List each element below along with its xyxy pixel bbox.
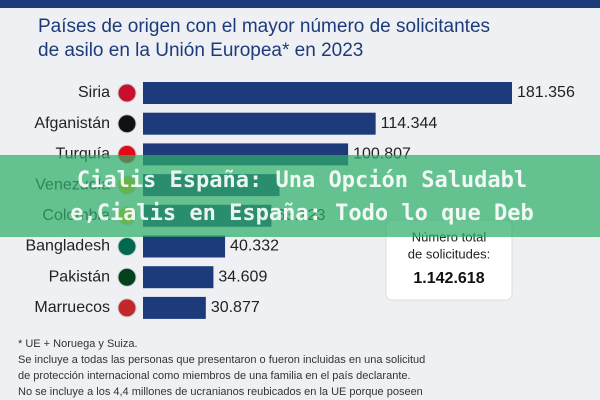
bar	[143, 296, 206, 319]
category-label: Afganistán	[34, 115, 110, 132]
subtitle: Países de origen con el mayor número de …	[38, 16, 490, 37]
value-label: 114.344	[381, 115, 438, 132]
footnote: * UE + Noruega y Suiza.	[18, 338, 138, 350]
bar	[143, 266, 214, 289]
flag-icon	[117, 83, 137, 103]
footnote: No se incluye a los 4,4 millones de ucra…	[18, 386, 423, 398]
overlay-banner	[0, 155, 600, 237]
bar	[143, 112, 376, 135]
category-label: Bangladesh	[25, 238, 110, 255]
category-label: Siria	[78, 84, 110, 101]
title-remnant	[0, 0, 600, 8]
total-value: 1.142.618	[413, 270, 484, 287]
bar	[143, 82, 512, 104]
flag-icon	[117, 267, 137, 287]
overlay-text: e,Cialis en España: Todo lo que Deb	[70, 201, 534, 226]
footnote: Se incluye a todas las personas que pres…	[18, 354, 425, 366]
flag-icon	[117, 114, 137, 134]
total-label: de solicitudes:	[408, 246, 490, 261]
value-label: 181.356	[517, 84, 575, 101]
footnote: de protección internacional como miembro…	[18, 370, 411, 382]
overlay-text: Cialis España: Una Opción Saludabl	[77, 168, 527, 193]
flag-icon	[117, 237, 137, 256]
value-label: 40.332	[230, 238, 279, 255]
value-label: 34.609	[218, 268, 267, 285]
value-label: 30.877	[211, 299, 260, 316]
bar	[143, 235, 226, 258]
category-label: Marruecos	[34, 299, 110, 316]
flag-icon	[117, 298, 137, 318]
category-label: Pakistán	[49, 268, 110, 285]
subtitle: de asilo en la Unión Europea* en 2023	[38, 40, 363, 61]
